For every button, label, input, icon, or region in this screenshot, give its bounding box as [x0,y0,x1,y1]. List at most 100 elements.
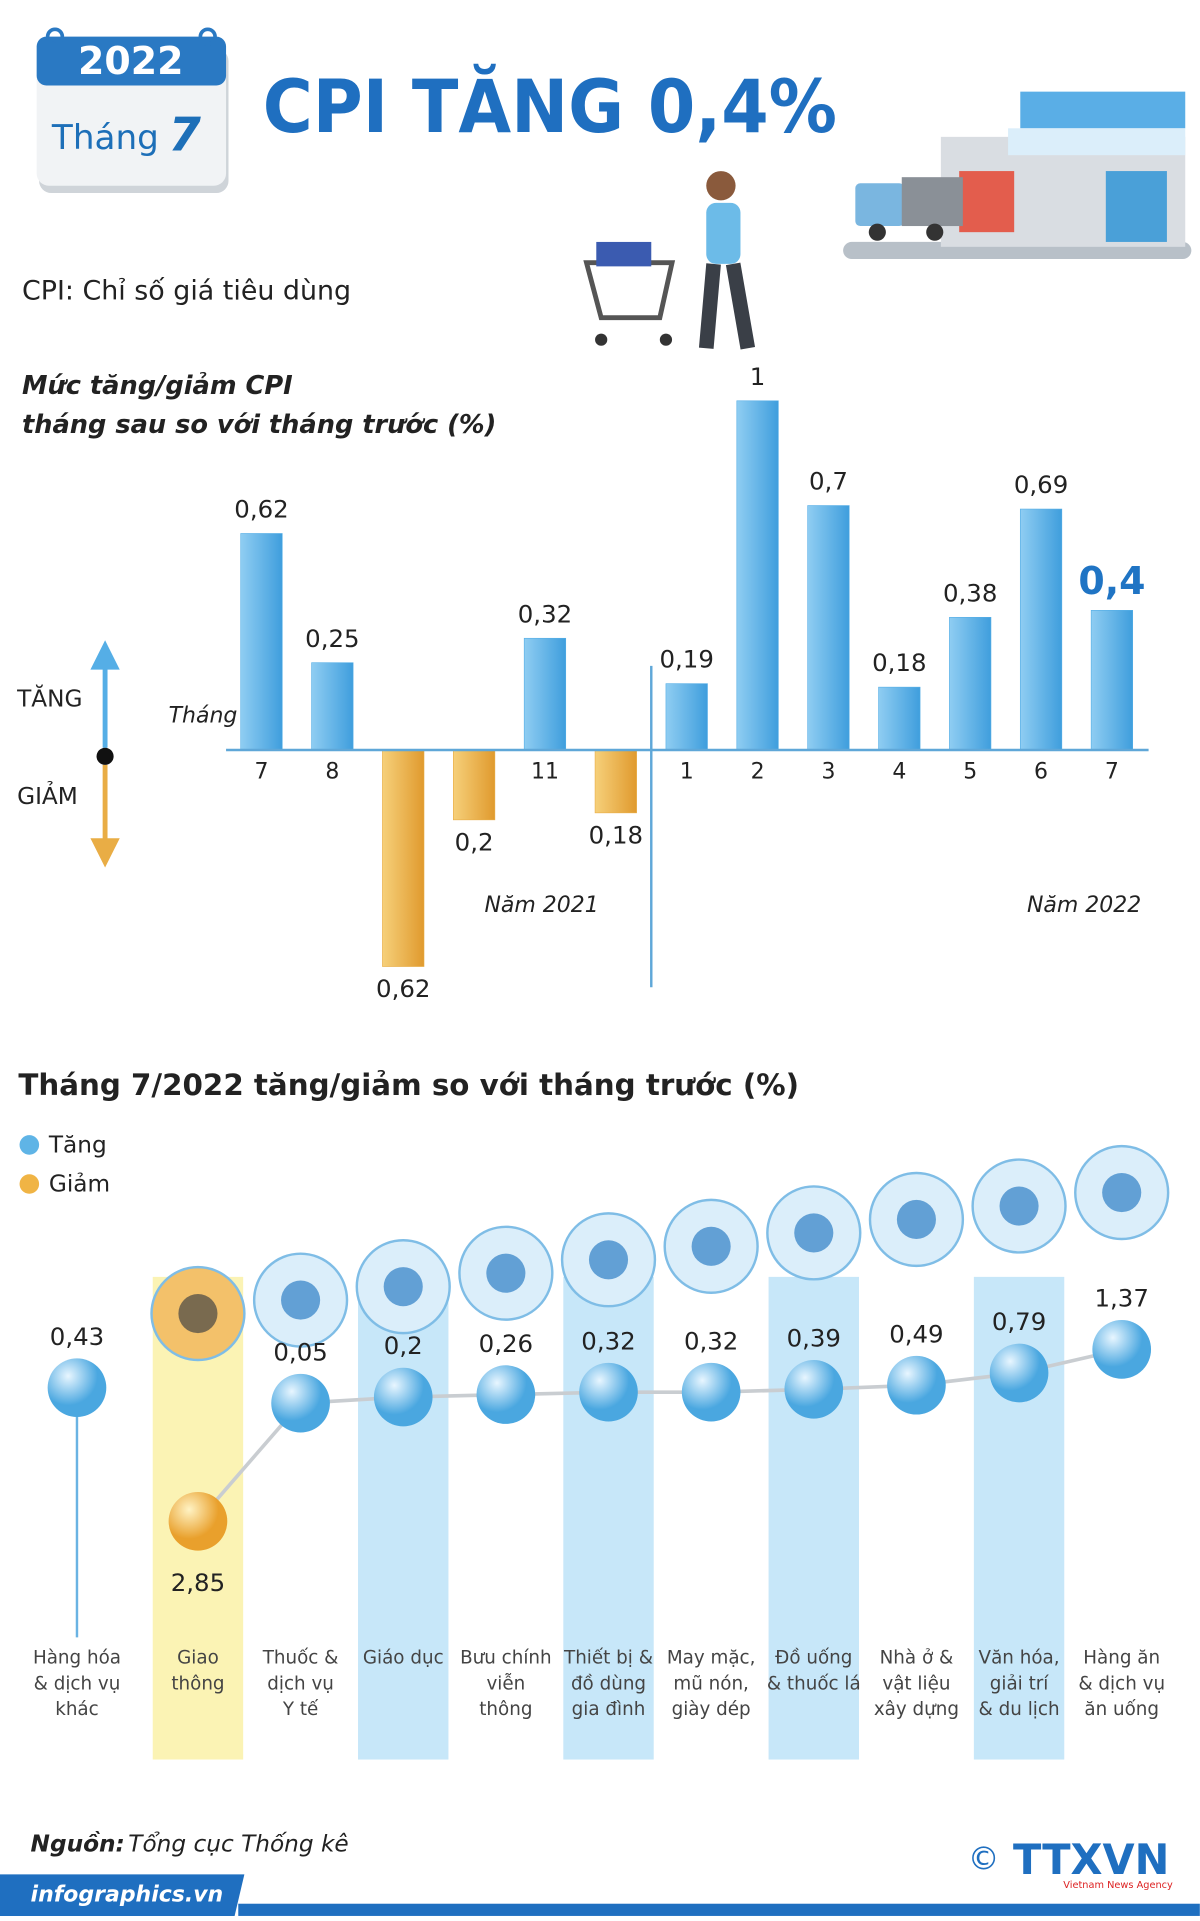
value-label: 0,62 [234,495,288,524]
category-label: đồ dùng [571,1673,646,1694]
category-icon-detail [999,1186,1039,1226]
legend-dot [96,747,114,765]
category-icon-detail [1102,1173,1142,1213]
legend-label: Giảm [49,1171,110,1198]
x-axis-label: Tháng [169,704,238,729]
chart-title: Mức tăng/giảm CPI [22,371,293,401]
category-label: & dịch vụ [1078,1673,1165,1694]
cpi-category-chart: Tháng 7/2022 tăng/giảm so với tháng trướ… [18,1068,1170,1760]
value-label: 0,69 [1014,470,1068,499]
legend-marker [19,1135,40,1155]
bar [1090,610,1134,751]
value-label: 0,39 [787,1323,841,1352]
category-label: Hàng ăn [1083,1648,1160,1669]
dot [271,1373,330,1433]
shopper-illustration [583,171,756,350]
value-label: 0,2 [455,827,494,856]
category-label: Thiết bị & [563,1648,653,1669]
source: Tổng cục Thống kê [128,1830,348,1857]
category-label: Văn hóa, [979,1648,1060,1669]
bar [523,637,567,751]
x-tick-label: 5 [963,760,977,785]
bar [594,749,637,814]
value-label: 0,7 [809,467,848,496]
value-label: 0,18 [872,648,926,677]
x-tick-label: 11 [531,760,559,785]
value-label: 0,43 [50,1322,104,1351]
category-label: gia đình [572,1699,646,1720]
category-label: Y tế [282,1699,319,1720]
agency-logo: TTXVN [1013,1835,1169,1884]
bar [665,683,708,751]
category-label: mũ nón, [673,1673,749,1694]
value-label: 0,25 [305,624,359,653]
category-label: Bưu chính [460,1648,552,1669]
category-icon-detail [383,1267,423,1307]
category-label: xây dựng [874,1699,959,1720]
bar [240,533,283,751]
column-highlight [768,1276,859,1760]
bar [1019,508,1063,751]
cpi-monthly-chart: Mức tăng/giảm CPI tháng sau so với tháng… [16,362,1149,1003]
group-label: Năm 2021 [484,893,598,918]
bar [453,749,496,821]
legend-label: GIẢM [17,781,78,810]
x-tick-label: 1 [680,760,694,785]
store-illustration [843,91,1192,260]
value-label: 0,79 [992,1307,1046,1336]
category-label: vật liệu [882,1673,950,1694]
legend-label: Tăng [48,1131,107,1158]
category-label: giày dép [672,1699,751,1720]
category-label: ăn uống [1084,1699,1159,1720]
dot [989,1343,1049,1403]
value-label: 1,37 [1095,1284,1149,1313]
category-label: khác [55,1699,99,1720]
value-label: 2,85 [171,1568,225,1597]
category-label: Hàng hóa [33,1648,121,1669]
category-icon-detail [588,1240,629,1280]
bar [807,505,850,751]
value-label: 0,38 [943,578,997,607]
bar [949,616,992,751]
x-tick-label: 4 [892,760,906,785]
value-label: 0,26 [479,1329,533,1358]
category-icon-detail [486,1253,526,1293]
legend-arrowhead [90,640,120,670]
x-tick-label: 6 [1034,760,1048,785]
dot [681,1362,741,1422]
legend-arrowhead [90,838,120,868]
calendar: 2022 Tháng 7 [36,27,229,194]
value-label: 0,32 [518,599,572,628]
value-label: 0,19 [660,645,714,674]
value-label: 0,2 [384,1331,423,1360]
year: 2022 [78,39,183,83]
category-label: Đồ uống [775,1648,852,1669]
dot [168,1491,228,1551]
bar [878,686,921,751]
dot [47,1358,107,1417]
dot [476,1365,536,1424]
category-label: Giáo dục [363,1648,444,1669]
value-label: 0,4 [1078,559,1145,603]
month: 7 [169,107,202,161]
chart-title: tháng sau so với tháng trước (%) [22,410,496,440]
bar [736,400,779,751]
category-icon-detail [178,1293,218,1334]
category-label: & thuốc lá [767,1673,861,1694]
category-icon-detail [896,1199,936,1240]
category-label: & dịch vụ [34,1673,121,1694]
copyright: © [968,1842,1000,1878]
value-label: 0,32 [684,1326,738,1355]
bar [382,749,425,967]
x-tick-label: 7 [254,760,268,785]
dot [784,1359,844,1419]
x-tick-label: 7 [1105,760,1119,785]
category-label: Nhà ở & [880,1648,954,1669]
source-label: Nguồn: [31,1830,125,1857]
dot [887,1355,946,1415]
category-label: & du lịch [979,1699,1060,1720]
value-label: 0,32 [581,1326,635,1355]
category-label: giải trí [990,1673,1050,1694]
category-label: Giao [177,1648,219,1669]
